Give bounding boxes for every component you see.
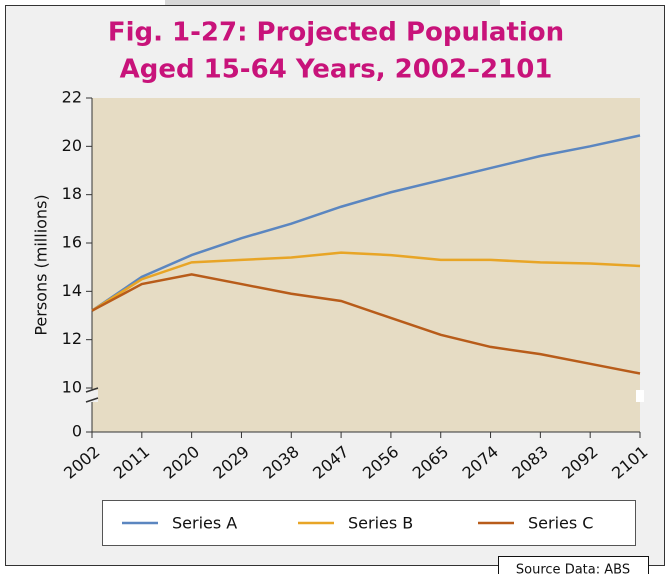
y-tick-label: 18 [62,184,82,203]
y-tick-label: 10 [62,378,82,397]
series-line [91,251,641,312]
source: Source Data: ABS [516,563,630,575]
y-axis-label: Persons (millions) [32,194,51,335]
chart-title: Fig. 1-27: Projected Population [108,18,564,48]
legend-label: Series A [172,514,237,533]
legend-label: Series B [348,514,413,533]
source-box [498,556,649,578]
y-tick-label: 12 [62,329,82,348]
top-strip [165,0,500,6]
series-line [91,134,641,312]
y-tick-label: 22 [62,88,82,107]
break-gap-right [636,390,644,402]
axis-break [85,387,99,403]
series-line [91,273,641,375]
legend-box [102,500,636,546]
chart-subtitle: Aged 15-64 Years, 2002–2101 [120,55,553,85]
y-tick-label: 0 [72,422,82,441]
y-tick-label: 16 [62,233,82,252]
y-tick-label: 20 [62,136,82,155]
legend-label: Series C [528,514,593,533]
plot-area [92,98,640,432]
y-tick-label: 14 [62,281,82,300]
